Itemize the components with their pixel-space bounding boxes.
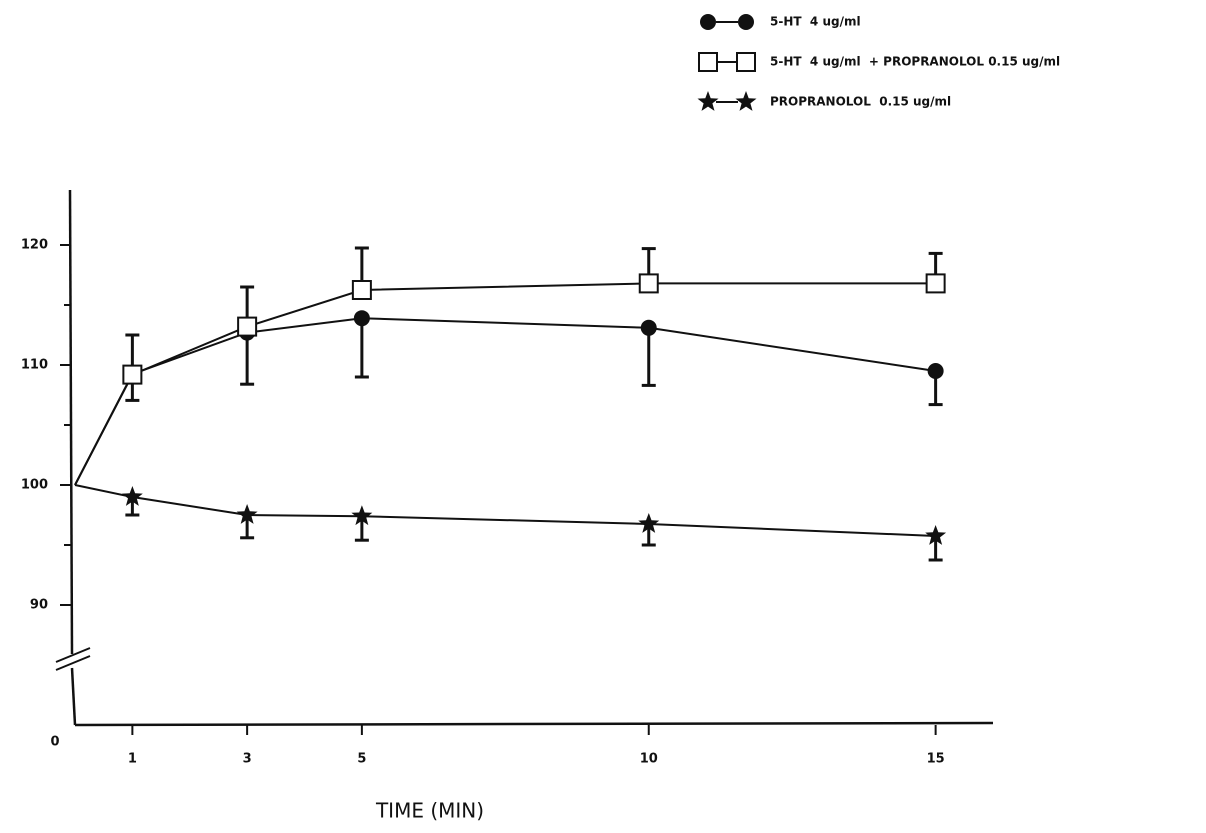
- marker: [123, 366, 141, 384]
- axis-break: [56, 656, 90, 670]
- marker: [928, 363, 944, 379]
- legend-marker: [700, 14, 716, 30]
- y-tick-label: 100: [21, 478, 48, 493]
- marker: [353, 281, 371, 299]
- error-bar: [642, 328, 656, 386]
- y-tick-label: 110: [21, 358, 48, 373]
- origin-label: 0: [50, 735, 59, 750]
- x-tick-label: 1: [128, 752, 137, 767]
- chart: TIME (MIN) 0 90 100 110 120 1 3 5 10 15 5-HT 4 ug…: [0, 0, 1206, 829]
- legend-marker: [737, 53, 755, 71]
- legend-label: PROPRANOLOL 0.15 ug/ml: [770, 95, 951, 109]
- marker: [238, 318, 256, 336]
- x-tick-label: 10: [640, 752, 658, 767]
- series-line: [75, 318, 936, 485]
- x-tick-label: 3: [243, 752, 252, 767]
- x-tick-label: 5: [357, 752, 366, 767]
- x-tick-label: 15: [927, 752, 945, 767]
- series-line: [75, 485, 936, 536]
- legend-label: 5-HT 4 ug/ml + PROPRANOLOL 0.15 ug/ml: [770, 55, 1060, 69]
- y-tick-label: 120: [21, 238, 48, 253]
- marker: [641, 320, 657, 336]
- y-axis: [72, 668, 75, 725]
- x-axis: [75, 723, 993, 725]
- x-axis-label: TIME (MIN): [375, 799, 484, 823]
- legend-marker: [736, 91, 757, 111]
- legend-label: 5-HT 4 ug/ml: [770, 15, 861, 29]
- legend-marker: [699, 53, 717, 71]
- marker: [354, 310, 370, 326]
- y-axis: [70, 190, 72, 654]
- legend-marker: [738, 14, 754, 30]
- marker: [927, 274, 945, 292]
- series-line: [75, 283, 936, 485]
- error-bar: [355, 318, 369, 377]
- marker: [640, 274, 658, 292]
- y-tick-label: 90: [30, 598, 48, 613]
- legend-marker: [698, 91, 719, 111]
